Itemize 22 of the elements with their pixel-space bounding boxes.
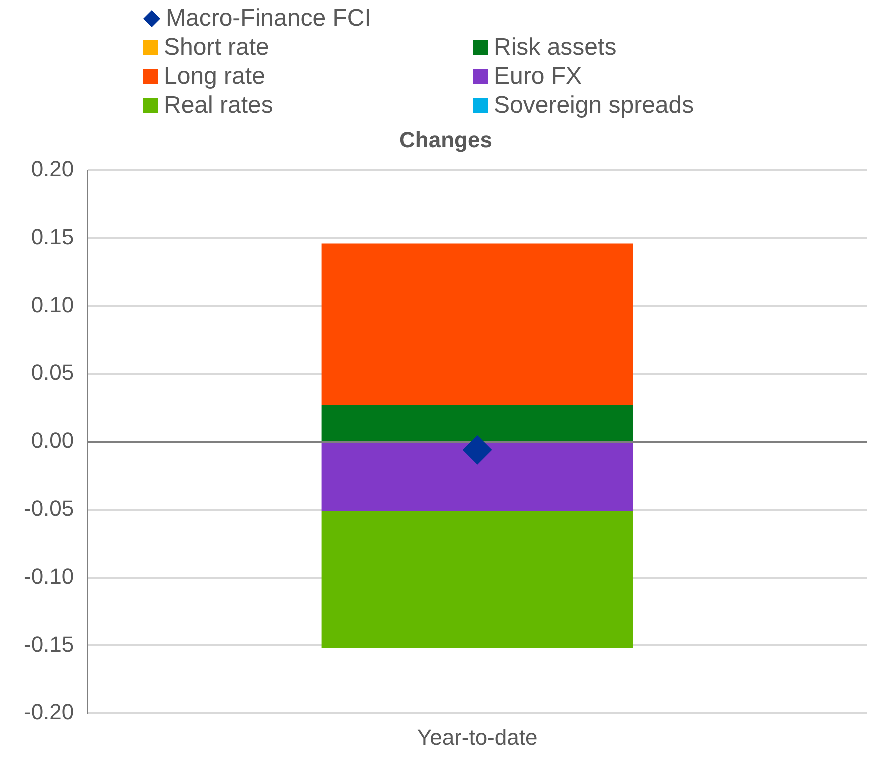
- y-tick-label: -0.05: [24, 496, 74, 521]
- y-tick-label: -0.20: [24, 700, 74, 725]
- y-tick-label: 0.00: [31, 428, 74, 454]
- y-tick-label: 0.05: [31, 360, 74, 386]
- y-tick-label: 0.10: [31, 292, 74, 318]
- legend-label: Real rates: [164, 91, 274, 120]
- y-tick-label: -0.10: [24, 564, 74, 589]
- y-tick-label: 0.20: [31, 156, 74, 182]
- x-tick-label: Year-to-date: [417, 724, 538, 750]
- legend-label: Risk assets: [494, 33, 617, 62]
- bar: [322, 244, 634, 406]
- legend-label: Macro-Finance FCI: [166, 4, 372, 33]
- y-tick-label: -0.15: [24, 632, 74, 657]
- bar: [322, 511, 634, 648]
- chart-title: Changes: [400, 127, 492, 152]
- legend-label: Euro FX: [494, 62, 582, 91]
- bar: [322, 443, 634, 512]
- legend-label: Short rate: [164, 33, 270, 62]
- legend-label: Sovereign spreads: [494, 91, 694, 120]
- y-tick-label: 0.15: [31, 224, 74, 250]
- legend-label: Long rate: [164, 62, 266, 91]
- bar: [322, 405, 634, 441]
